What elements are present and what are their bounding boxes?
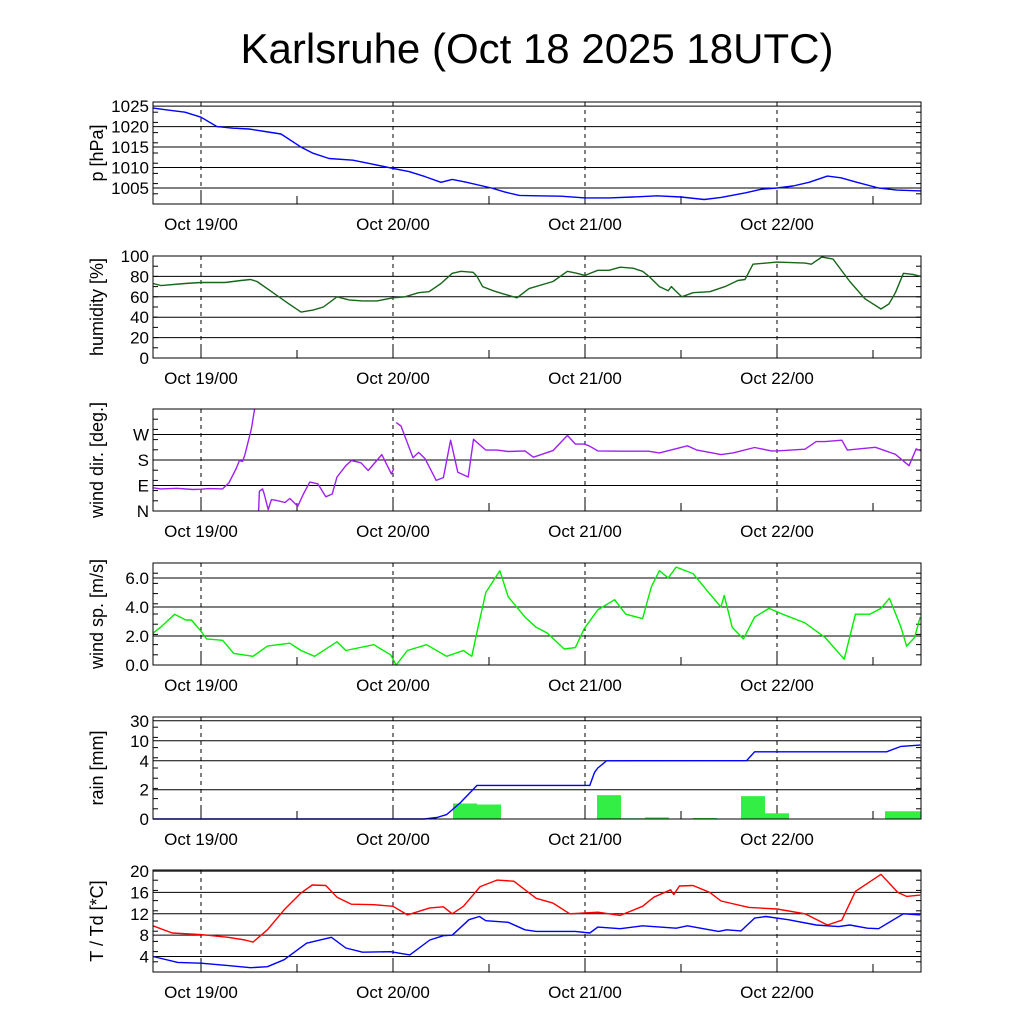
td-line <box>152 913 921 969</box>
y-tick-label: 1025 <box>111 97 149 116</box>
rain-bar <box>765 813 789 819</box>
y-tick-label: 40 <box>130 308 149 327</box>
y-axis-label: wind sp. [m/s] <box>87 559 107 670</box>
x-tick-label: Oct 19/00 <box>164 830 238 849</box>
x-tick-label: Oct 21/00 <box>548 830 622 849</box>
y-tick-label: 0.0 <box>125 656 149 675</box>
y-tick-label: 20 <box>130 862 149 881</box>
rain-bar <box>477 804 501 819</box>
x-tick-label: Oct 22/00 <box>740 215 814 234</box>
y-tick-label: 1020 <box>111 118 149 137</box>
x-tick-label: Oct 19/00 <box>164 369 238 388</box>
plot-frame <box>152 101 922 205</box>
rain-bar <box>741 796 765 819</box>
y-tick-label: N <box>137 502 149 521</box>
x-tick-label: Oct 21/00 <box>548 676 622 695</box>
y-tick-label: 4 <box>140 752 149 771</box>
pressure-line <box>152 107 922 201</box>
x-tick-label: Oct 19/00 <box>164 522 238 541</box>
y-tick-label: 20 <box>130 329 149 348</box>
accumulated-rain-line <box>153 744 921 820</box>
y-axis-label: humidity [%] <box>87 258 107 356</box>
y-tick-label: 8 <box>140 926 149 945</box>
x-tick-label: Oct 22/00 <box>740 522 814 541</box>
rain-bar <box>597 795 621 819</box>
x-tick-label: Oct 20/00 <box>356 215 430 234</box>
x-tick-label: Oct 20/00 <box>356 369 430 388</box>
t-line <box>152 873 921 943</box>
wind-speed-line <box>152 566 921 666</box>
y-axis-label: p [hPa] <box>87 124 107 181</box>
y-tick-label: E <box>138 477 149 496</box>
y-tick-label: 2 <box>140 781 149 800</box>
plot-frame <box>152 562 922 666</box>
wind_speed-panel: 6.0 4.0 2.0 0.0 Oct 19/00 Oct 20/00 Oct 21/00 O… <box>87 559 922 695</box>
rain-bar <box>645 817 669 819</box>
y-tick-label: 16 <box>130 883 149 902</box>
y-tick-label: 0 <box>140 349 149 368</box>
x-tick-label: Oct 19/00 <box>164 983 238 1002</box>
x-tick-label: Oct 19/00 <box>164 215 238 234</box>
rain-bar <box>885 811 921 819</box>
temperature-panel: 20 16 12 8 4 Oct 19/00 Oct 20/00 Oct 21/00 Oct 2… <box>87 862 922 1002</box>
plot-frame <box>152 255 922 359</box>
y-tick-label: 30 <box>130 712 149 731</box>
x-tick-label: Oct 20/00 <box>356 676 430 695</box>
x-tick-label: Oct 21/00 <box>548 215 622 234</box>
rain-bar <box>693 817 717 819</box>
x-tick-label: Oct 22/00 <box>740 676 814 695</box>
x-tick-label: Oct 20/00 <box>356 522 430 541</box>
x-tick-label: Oct 19/00 <box>164 676 238 695</box>
y-tick-label: 60 <box>130 288 149 307</box>
wind-direction-line <box>152 408 922 512</box>
rain-bar <box>453 803 477 819</box>
y-tick-label: 4.0 <box>125 598 149 617</box>
x-tick-label: Oct 20/00 <box>356 983 430 1002</box>
x-tick-label: Oct 22/00 <box>740 983 814 1002</box>
x-tick-label: Oct 20/00 <box>356 830 430 849</box>
y-tick-label: 1005 <box>111 179 149 198</box>
plot-frame <box>152 869 922 973</box>
y-tick-label: 80 <box>130 267 149 286</box>
y-tick-label: 100 <box>121 247 149 266</box>
x-tick-label: Oct 21/00 <box>548 369 622 388</box>
y-tick-label: 12 <box>130 905 149 924</box>
chart-title: Karlsruhe (Oct 18 2025 18UTC) <box>241 25 834 72</box>
y-axis-label: wind dir. [deg.] <box>87 402 107 519</box>
y-tick-label: 0 <box>140 810 149 829</box>
y-axis-label: rain [mm] <box>87 730 107 805</box>
y-tick-label: 1015 <box>111 138 149 157</box>
plot-frame <box>152 716 922 820</box>
y-tick-label: 1010 <box>111 159 149 178</box>
y-tick-label: S <box>138 451 149 470</box>
y-tick-label: W <box>133 426 149 445</box>
x-tick-label: Oct 21/00 <box>548 983 622 1002</box>
y-tick-label: 10 <box>130 732 149 751</box>
x-tick-label: Oct 22/00 <box>740 830 814 849</box>
y-tick-label: 4 <box>140 948 149 967</box>
y-tick-label: 6.0 <box>125 569 149 588</box>
humidity-line <box>152 256 922 313</box>
x-tick-label: Oct 22/00 <box>740 369 814 388</box>
x-tick-label: Oct 21/00 <box>548 522 622 541</box>
plot-frame <box>152 408 922 512</box>
y-tick-label: 2.0 <box>125 627 149 646</box>
y-axis-label: T / Td [*C] <box>87 880 107 961</box>
